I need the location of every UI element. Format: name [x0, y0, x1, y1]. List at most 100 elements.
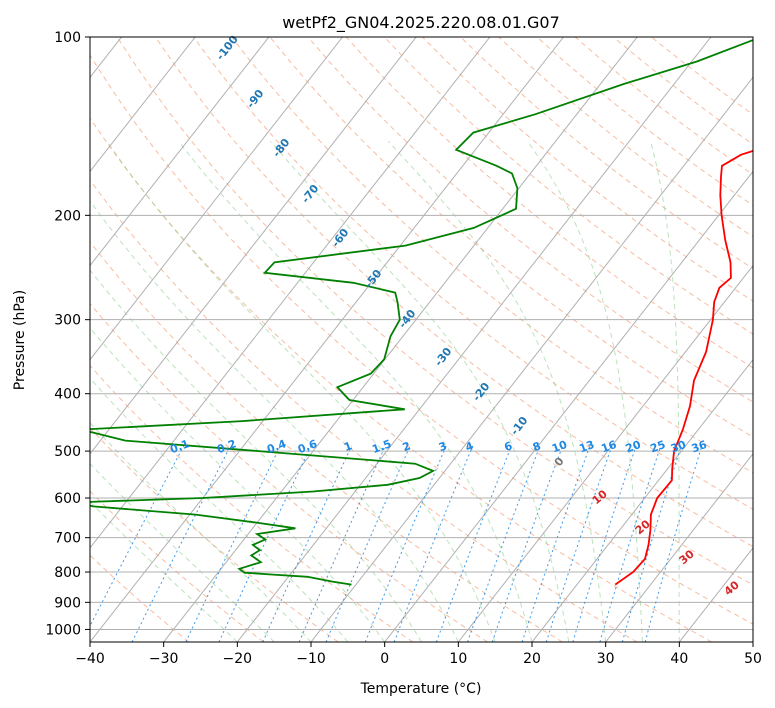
isotherm-line: [90, 37, 196, 173]
mixing-ratio-line: [491, 445, 564, 642]
mixing-ratio-line: [644, 445, 703, 642]
y-tick-label: 800: [54, 565, 81, 581]
mixing-ratio-label: 10: [550, 438, 569, 456]
x-tick-label: −30: [149, 651, 179, 667]
moist-adiabat-label: 30: [677, 547, 697, 567]
dry-adiabat-line: [90, 427, 339, 642]
mixing-ratio-line: [298, 445, 386, 642]
isotherm-line: [90, 37, 270, 267]
plot-frame: [89, 36, 754, 643]
mixing-ratio-line: [545, 445, 613, 642]
y-tick-label: 300: [54, 313, 81, 329]
x-axis-label: Temperature (°C): [360, 681, 482, 697]
mixing-ratio-line: [325, 445, 411, 642]
profile-lines: [90, 39, 753, 586]
isotherm-line: [236, 37, 712, 642]
chart-title: wetPf2_GN04.2025.220.08.01.G07: [282, 13, 560, 33]
moist-adiabat-line: [90, 422, 312, 642]
mixing-ratio-label: 2: [401, 439, 413, 454]
y-tick-label: 700: [54, 531, 81, 547]
dry-adiabat-line: [422, 37, 753, 302]
mixing-ratio-line: [218, 445, 312, 642]
x-tick-label: 50: [744, 651, 762, 667]
y-tick-label: 100: [54, 30, 81, 46]
dry-adiabat-line: [90, 302, 488, 642]
dry-adiabat-label: -70: [299, 182, 322, 206]
isotherm-line: [531, 358, 753, 642]
dry-adiabat-line: [90, 117, 712, 642]
y-tick-label: 200: [54, 208, 81, 224]
dry-adiabat-line: [90, 241, 563, 642]
y-axis-label: Pressure (hPa): [12, 290, 28, 390]
axis-ticks: −40 −30 −20 −10 0 10 20 30 40 5010020030040050060…: [45, 30, 762, 667]
mixing-ratio-label: 6: [502, 439, 514, 454]
background-lines: [90, 37, 753, 642]
x-tick-label: 20: [523, 651, 541, 667]
dry-adiabat-line: [90, 490, 264, 642]
dry-adiabat-line: [345, 37, 753, 369]
mixing-ratio-label: 25: [648, 438, 667, 455]
mixing-ratio-label: 36: [690, 438, 709, 456]
mixing-ratio-label: 20: [624, 438, 643, 456]
dry-adiabat-line: [90, 364, 414, 642]
x-tick-label: 10: [449, 651, 467, 667]
moist-adiabat-line: [527, 141, 643, 642]
y-tick-label: 400: [54, 387, 81, 403]
mixing-ratio-line: [131, 445, 231, 642]
moist-adiabat-label: 10: [590, 487, 610, 507]
mixing-ratio-label: 1.5: [370, 437, 393, 456]
mixing-ratio-label: 4: [464, 439, 476, 454]
isotherm-line: [752, 641, 753, 642]
mixing-ratio-line: [185, 445, 281, 642]
mixing-ratio-label: 13: [577, 438, 596, 455]
dry-adiabat-line: [383, 37, 753, 335]
dry-adiabat-line: [193, 37, 753, 510]
dry-adiabat-line: [90, 54, 753, 625]
moist-adiabat-line: [90, 462, 275, 642]
dry-adiabat-line: [307, 37, 753, 403]
x-tick-label: −40: [75, 651, 105, 667]
mixing-ratio-line: [572, 445, 637, 642]
mixing-ratio-label: 1: [342, 439, 354, 454]
isotherm-line: [90, 37, 491, 549]
y-tick-label: 500: [54, 444, 81, 460]
mixing-ratio-label: 0.1: [168, 437, 191, 456]
dry-adiabat-label: -60: [329, 226, 352, 250]
mixing-ratio-line: [521, 445, 591, 642]
moist-adiabat-line: [269, 140, 570, 642]
x-tick-label: −20: [223, 651, 253, 667]
isotherm-line: [605, 452, 753, 642]
isotherm-line: [457, 264, 753, 642]
x-tick-label: 0: [380, 651, 389, 667]
moist-adiabat-label: 40: [722, 578, 742, 598]
isotherm-line: [310, 76, 753, 642]
mixing-ratio-label: 0.2: [215, 437, 238, 456]
mixing-ratio-label: 0.6: [296, 437, 319, 456]
isotherm-line: [90, 37, 343, 361]
dry-adiabat-line: [231, 37, 753, 474]
dewpoint-series-line: [90, 39, 753, 586]
mixing-ratio-label: 0.4: [265, 437, 288, 456]
mixing-ratio-label: 8: [531, 439, 543, 454]
dry-adiabat-line: [116, 37, 753, 586]
dry-adiabat-line: [90, 554, 190, 642]
dry-adiabat-line: [574, 37, 753, 176]
isotherm-line: [384, 170, 753, 642]
mixing-ratio-label: 30: [669, 438, 688, 456]
isotherm-line: [90, 37, 564, 642]
isotherm-line: [163, 37, 638, 642]
x-tick-label: −10: [296, 651, 326, 667]
mixing-ratio-line: [467, 445, 541, 642]
x-tick-label: 40: [670, 651, 688, 667]
mixing-ratio-line: [435, 445, 512, 642]
dry-adiabat-label: -30: [432, 345, 455, 369]
mixing-ratio-line: [90, 445, 185, 628]
dry-adiabat-line: [536, 37, 753, 207]
dry-adiabat-label: -80: [270, 136, 293, 160]
y-tick-label: 600: [54, 491, 81, 507]
mixing-ratio-label: 3: [437, 439, 449, 454]
y-tick-label: 1000: [45, 622, 81, 638]
temperature-series-line: [614, 149, 753, 586]
